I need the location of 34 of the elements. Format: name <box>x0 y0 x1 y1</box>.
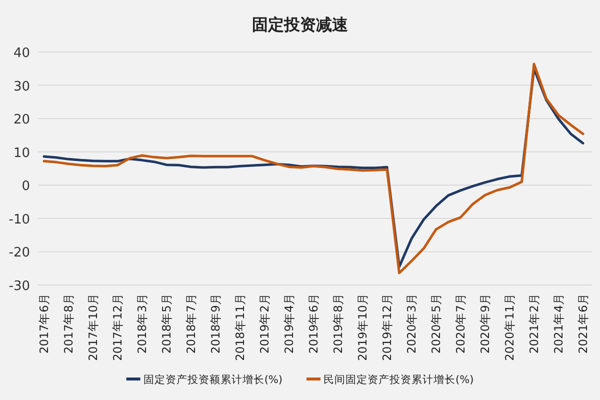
y-tick-label: -30 <box>8 279 30 294</box>
y-tick-label: 20 <box>13 112 30 128</box>
y-tick-label: 0 <box>22 179 30 194</box>
x-tick-label: 2021年6月 <box>576 293 590 354</box>
x-tick-label: 2019年8月 <box>331 293 345 354</box>
x-tick-label: 2018年9月 <box>208 293 222 354</box>
x-tick-label: 2020年9月 <box>478 293 492 354</box>
x-tick-label: 2021年4月 <box>552 293 566 354</box>
x-tick-label: 2019年12月 <box>380 293 394 361</box>
x-tick-label: 2017年12月 <box>110 293 124 361</box>
x-tick-label: 2017年10月 <box>86 293 100 361</box>
legend-label: 固定资产投资额累计增长(%) <box>143 373 282 386</box>
chart-title: 固定投资减速 <box>252 15 349 34</box>
x-tick-label: 2021年2月 <box>527 293 541 354</box>
x-tick-label: 2020年7月 <box>454 293 468 354</box>
x-tick-label: 2020年5月 <box>429 293 443 354</box>
x-tick-label: 2018年7月 <box>184 293 198 354</box>
x-tick-label: 2017年6月 <box>37 293 51 354</box>
x-tick-label: 2019年2月 <box>258 293 272 354</box>
x-tick-label: 2019年10月 <box>356 293 370 361</box>
y-tick-label: 30 <box>13 79 30 94</box>
x-tick-label: 2020年3月 <box>404 293 418 354</box>
x-tick-label: 2017年8月 <box>62 293 76 354</box>
x-tick-label: 2018年5月 <box>160 293 174 354</box>
x-tick-label: 2020年11月 <box>502 293 516 361</box>
y-tick-label: -10 <box>8 212 30 228</box>
y-tick-label: -20 <box>8 246 30 261</box>
x-tick-label: 2019年6月 <box>306 293 320 354</box>
legend-label: 民间固定资产投资累计增长(%) <box>324 373 474 386</box>
x-tick-label: 2018年3月 <box>135 293 149 354</box>
x-tick-label: 2018年11月 <box>233 293 247 361</box>
y-tick-label: 10 <box>13 146 30 161</box>
x-tick-label: 2019年4月 <box>282 293 296 354</box>
y-tick-label: 40 <box>13 46 30 61</box>
